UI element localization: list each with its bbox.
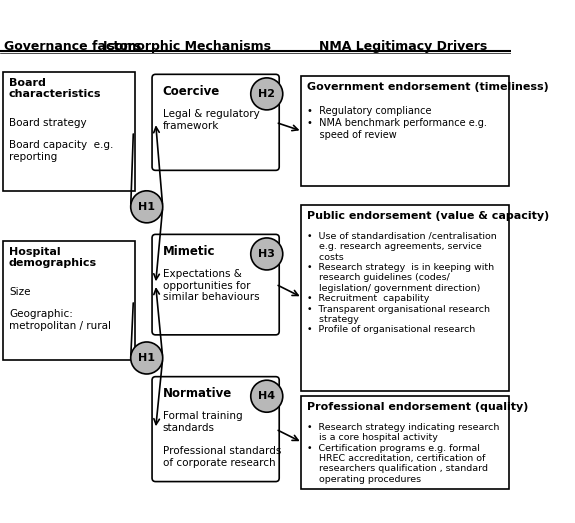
Circle shape [131,342,163,374]
Text: Isomorphic Mechanisms: Isomorphic Mechanisms [103,40,271,53]
Text: Board strategy: Board strategy [9,118,86,128]
Text: H1: H1 [138,353,155,363]
Text: Size: Size [9,287,30,297]
FancyBboxPatch shape [152,74,279,170]
Text: Normative: Normative [163,388,232,400]
Circle shape [131,191,163,223]
FancyBboxPatch shape [3,72,135,191]
FancyBboxPatch shape [301,205,509,391]
Text: Board capacity  e.g.
reporting: Board capacity e.g. reporting [9,140,113,162]
Text: NMA Legitimacy Drivers: NMA Legitimacy Drivers [319,40,487,53]
FancyBboxPatch shape [3,241,135,360]
Text: Formal training
standards

Professional standards
of corporate research: Formal training standards Professional s… [163,411,281,468]
Text: Legal & regulatory
framework: Legal & regulatory framework [163,109,259,131]
Text: H1: H1 [138,202,155,212]
Text: Coercive: Coercive [163,85,220,98]
Text: Board
characteristics: Board characteristics [9,78,101,99]
FancyBboxPatch shape [152,377,279,482]
Text: Public endorsement (value & capacity): Public endorsement (value & capacity) [307,211,549,221]
Text: Geographic:
metropolitan / rural: Geographic: metropolitan / rural [9,309,111,331]
FancyBboxPatch shape [152,234,279,335]
FancyBboxPatch shape [301,76,509,186]
Text: Government endorsement (timeliness): Government endorsement (timeliness) [307,82,549,93]
Text: H2: H2 [258,89,275,99]
Text: •  Research strategy indicating research
    is a core hospital activity
•  Cert: • Research strategy indicating research … [307,423,499,484]
Text: H4: H4 [258,391,275,401]
Circle shape [251,238,283,270]
Circle shape [251,380,283,412]
Text: Governance factors: Governance factors [5,40,141,53]
Text: Mimetic: Mimetic [163,245,215,258]
Text: Hospital
demographics: Hospital demographics [9,247,97,268]
Text: •  Use of standardisation /centralisation
    e.g. research agreements, service
: • Use of standardisation /centralisation… [307,232,497,334]
Text: H3: H3 [258,249,275,259]
Text: Expectations &
opportunities for
similar behaviours: Expectations & opportunities for similar… [163,269,259,302]
Circle shape [251,78,283,110]
Text: •  Regulatory compliance
•  NMA benchmark performance e.g.
    speed of review: • Regulatory compliance • NMA benchmark … [307,106,486,140]
FancyBboxPatch shape [301,396,509,488]
Text: Professional endorsement (quality): Professional endorsement (quality) [307,402,528,413]
